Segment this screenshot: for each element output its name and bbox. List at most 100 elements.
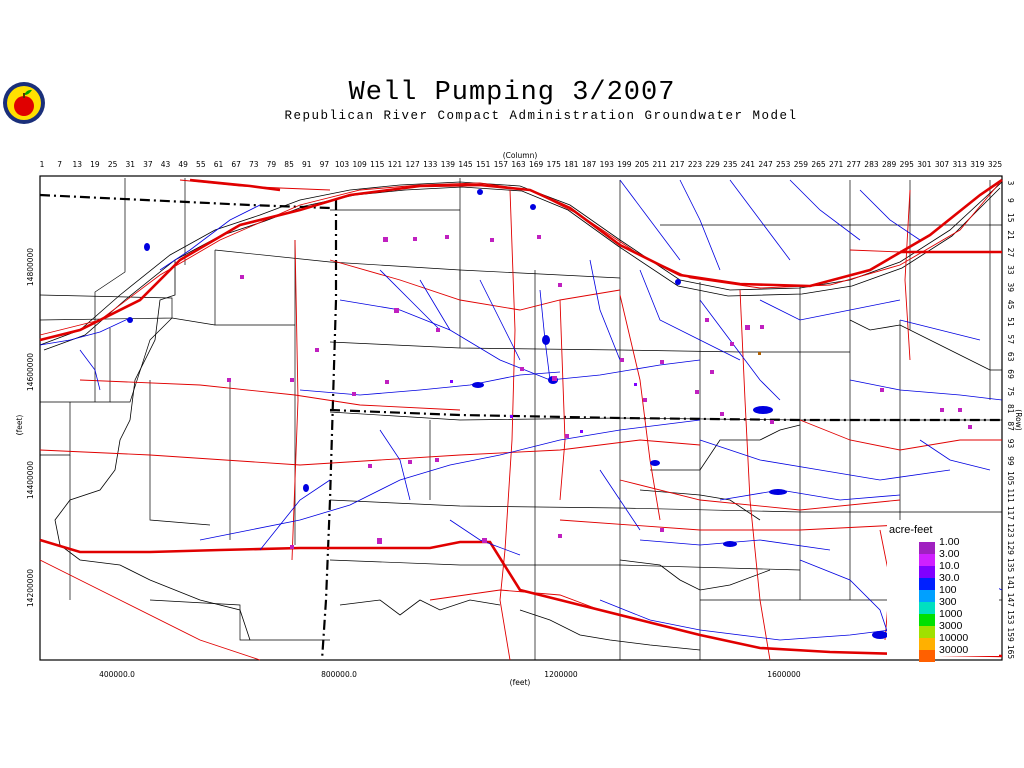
column-ticks: 1 7 13 19 25 31 37 43 49 55 61 67 73 79 85 91 97 103 109 11… <box>40 160 1003 169</box>
y-tick-label: 14200000 <box>26 569 35 607</box>
legend: acre-feet 1.00 3.00 10.0 30.0 100 300 1000 3000… <box>887 520 999 662</box>
y-tick-label: 14400000 <box>26 461 35 499</box>
row-tick-label: 147 <box>1006 593 1015 608</box>
legend-swatch <box>919 614 935 626</box>
row-tick-label: 51 <box>1006 317 1015 327</box>
y-axis-label: (feet) <box>15 415 24 436</box>
column-tick-label: 295 <box>900 160 915 169</box>
row-axis-label: (Row) <box>1014 409 1023 431</box>
row-tick-label: 45 <box>1006 300 1015 310</box>
row-tick-label: 75 <box>1006 387 1015 397</box>
row-tick-label: 123 <box>1006 523 1015 538</box>
legend-swatch <box>919 638 935 650</box>
column-tick-label: 7 <box>57 160 62 169</box>
y-tick-label: 14600000 <box>26 353 35 391</box>
map-subtitle: Republican River Compact Administration … <box>284 109 798 123</box>
row-tick-label: 111 <box>1006 489 1015 504</box>
row-tick-label: 159 <box>1006 627 1015 642</box>
legend-label: 300 <box>939 596 957 608</box>
column-tick-label: 235 <box>723 160 738 169</box>
legend-swatch <box>919 554 935 566</box>
column-tick-label: 67 <box>231 160 241 169</box>
row-tick-label: 105 <box>1006 471 1015 486</box>
legend-label: 3000 <box>939 620 963 632</box>
row-tick-label: 15 <box>1006 213 1015 223</box>
x-tick-label: 1600000 <box>767 670 801 679</box>
legend-labels: 1.00 3.00 10.0 30.0 100 300 1000 3000 10000 30000 <box>939 536 968 656</box>
row-tick-label: 21 <box>1006 230 1015 240</box>
row-tick-label: 93 <box>1006 439 1015 449</box>
column-tick-label: 55 <box>196 160 206 169</box>
x-axis-label: (feet) <box>510 678 531 687</box>
row-tick-label: 117 <box>1006 506 1015 521</box>
column-tick-label: 31 <box>125 160 135 169</box>
column-tick-label: 193 <box>600 160 615 169</box>
legend-label: 3.00 <box>939 548 960 560</box>
county-boundaries <box>39 178 1002 660</box>
column-tick-label: 187 <box>582 160 597 169</box>
column-tick-label: 1 <box>40 160 45 169</box>
major-highways <box>39 178 1003 658</box>
legend-label: 30000 <box>939 644 969 656</box>
column-tick-label: 277 <box>847 160 862 169</box>
column-tick-label: 211 <box>653 160 668 169</box>
column-tick-label: 127 <box>405 160 420 169</box>
column-tick-label: 145 <box>458 160 473 169</box>
column-tick-label: 49 <box>178 160 188 169</box>
groundwater-map: (Column) 1 7 13 19 25 31 37 43 49 55 61 67 73 79 85 91 9… <box>15 151 1023 687</box>
column-tick-label: 61 <box>214 160 224 169</box>
column-tick-label: 313 <box>953 160 968 169</box>
column-tick-label: 151 <box>476 160 491 169</box>
row-tick-label: 9 <box>1006 198 1015 203</box>
legend-colorbar <box>919 542 935 662</box>
column-tick-label: 271 <box>829 160 844 169</box>
row-tick-label: 87 <box>1006 421 1015 431</box>
map-frame <box>39 175 1003 661</box>
legend-swatch <box>919 566 935 578</box>
column-tick-label: 229 <box>705 160 720 169</box>
column-tick-label: 205 <box>635 160 650 169</box>
well-pumping-cells <box>227 235 972 549</box>
column-tick-label: 289 <box>882 160 897 169</box>
column-tick-label: 37 <box>143 160 153 169</box>
column-tick-label: 259 <box>794 160 809 169</box>
row-tick-label: 63 <box>1006 352 1015 362</box>
row-tick-label: 99 <box>1006 456 1015 466</box>
x-ticks: 400000.0 800000.0 1200000 1600000 <box>99 670 801 679</box>
row-tick-label: 3 <box>1006 181 1015 186</box>
row-tick-label: 33 <box>1006 265 1015 275</box>
column-tick-label: 283 <box>864 160 879 169</box>
column-tick-label: 115 <box>370 160 385 169</box>
row-tick-label: 69 <box>1006 369 1015 379</box>
column-tick-label: 253 <box>776 160 791 169</box>
legend-label: 100 <box>939 584 957 596</box>
column-tick-label: 103 <box>335 160 350 169</box>
row-ticks: 3915212733394551576369758187939910511111… <box>1006 181 1015 660</box>
map-title: Well Pumping 3/2007 <box>348 78 676 108</box>
column-tick-label: 73 <box>249 160 259 169</box>
column-tick-label: 43 <box>161 160 171 169</box>
legend-label: 30.0 <box>939 572 960 584</box>
row-tick-label: 39 <box>1006 282 1015 292</box>
x-tick-label: 1200000 <box>544 670 578 679</box>
column-tick-label: 139 <box>441 160 456 169</box>
legend-swatch <box>919 590 935 602</box>
row-tick-label: 57 <box>1006 335 1015 345</box>
model-boundary <box>39 181 1003 651</box>
legend-swatch <box>919 578 935 590</box>
legend-swatch <box>919 602 935 614</box>
column-tick-label: 181 <box>564 160 579 169</box>
column-tick-label: 223 <box>688 160 703 169</box>
column-tick-label: 133 <box>423 160 438 169</box>
column-tick-label: 121 <box>388 160 403 169</box>
x-tick-label: 800000.0 <box>321 670 357 679</box>
legend-label: 1.00 <box>939 536 960 548</box>
row-tick-label: 81 <box>1006 404 1015 414</box>
column-tick-label: 25 <box>108 160 118 169</box>
legend-label: 1000 <box>939 608 963 620</box>
legend-swatch <box>919 650 935 662</box>
rivers <box>39 179 1003 641</box>
y-ticks: 14800000 14600000 14400000 14200000 <box>26 248 35 607</box>
column-tick-label: 19 <box>90 160 100 169</box>
column-axis-label: (Column) <box>503 151 538 160</box>
